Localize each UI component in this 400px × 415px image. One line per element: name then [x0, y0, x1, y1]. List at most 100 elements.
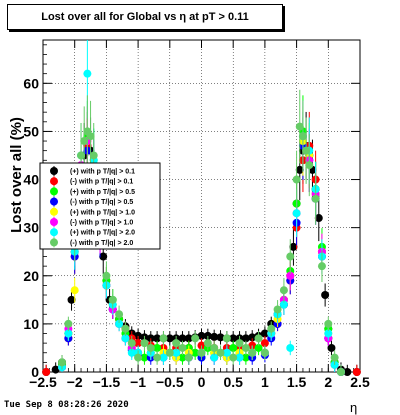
data-point	[153, 343, 162, 352]
y-tick-label: 0	[31, 364, 39, 380]
data-point	[58, 358, 67, 367]
data-point	[42, 368, 51, 376]
legend-entry: (+) with p T/|q| > 0.5	[70, 189, 135, 196]
data-point	[260, 339, 269, 348]
data-point	[121, 324, 130, 333]
data-point	[178, 343, 187, 352]
data-point	[203, 339, 212, 348]
data-point	[286, 252, 295, 261]
data-point	[327, 343, 336, 352]
data-point	[295, 165, 304, 174]
data-point	[314, 214, 323, 223]
data-point	[64, 329, 73, 338]
data-point	[254, 334, 263, 343]
y-axis-label: Lost over all (%)	[8, 117, 25, 233]
data-point	[321, 291, 330, 300]
data-point	[235, 353, 244, 362]
data-point	[248, 348, 257, 357]
data-point	[165, 348, 174, 357]
data-point	[64, 319, 73, 328]
data-point	[336, 368, 345, 376]
data-point	[267, 324, 276, 333]
data-point	[191, 334, 200, 343]
x-tick-label: 2.5	[350, 374, 370, 390]
data-point	[184, 353, 193, 362]
data-point	[134, 339, 143, 348]
x-tick-label: 0	[198, 374, 206, 390]
x-tick-label: 0.5	[223, 374, 243, 390]
data-point	[83, 69, 92, 78]
data-point	[311, 194, 320, 203]
data-point	[273, 305, 282, 314]
data-point	[86, 132, 95, 141]
data-point	[222, 334, 231, 343]
data-point	[235, 339, 244, 348]
legend-entry: (-) with p T/|q| > 2.0	[70, 240, 133, 247]
x-tick-label: −1	[130, 374, 146, 390]
data-point	[292, 209, 301, 218]
data-point	[286, 343, 295, 352]
data-point	[254, 343, 263, 352]
data-point	[153, 334, 162, 343]
y-tick-label: 20	[23, 268, 39, 284]
data-point	[229, 353, 238, 362]
data-point	[279, 286, 288, 295]
data-point	[191, 348, 200, 357]
legend: (+) with p T/|q| > 0.1 (-) with p T/|q| >…	[39, 162, 161, 250]
data-point	[222, 348, 231, 357]
data-point	[286, 271, 295, 280]
data-point	[197, 331, 206, 340]
chart-title: Lost over all for Global vs η at pT > 0.…	[41, 11, 249, 23]
data-point	[216, 348, 225, 357]
data-point	[134, 353, 143, 362]
data-point	[140, 339, 149, 348]
data-marks	[42, 40, 361, 376]
data-point	[305, 161, 314, 170]
data-point	[260, 348, 269, 357]
data-point	[279, 300, 288, 309]
x-axis-label: η	[350, 400, 358, 415]
data-point	[146, 343, 155, 352]
data-point	[210, 343, 219, 352]
legend-entry: (+) with p T/|q| > 2.0	[70, 230, 135, 237]
data-point	[153, 353, 162, 362]
x-tick-label: 1.5	[287, 374, 307, 390]
data-point	[229, 334, 238, 343]
data-point	[108, 295, 117, 304]
x-tick-label: −2.5	[29, 374, 57, 390]
x-tick-label: −1.5	[93, 374, 121, 390]
data-point	[159, 334, 168, 343]
x-tick-label: −0.5	[156, 374, 184, 390]
data-point	[324, 329, 333, 338]
data-point	[292, 175, 301, 184]
y-tick-label: 30	[23, 220, 39, 236]
x-tick-label: 1	[261, 374, 269, 390]
data-point	[229, 343, 238, 352]
data-point	[260, 329, 269, 338]
data-point	[241, 334, 250, 343]
data-point	[115, 319, 124, 328]
data-point	[210, 353, 219, 362]
data-point	[178, 353, 187, 362]
y-tick-label: 60	[23, 75, 39, 91]
data-point	[121, 334, 130, 343]
legend-box	[39, 162, 161, 250]
y-tick-label: 10	[23, 316, 39, 332]
data-point	[324, 319, 333, 328]
data-point	[248, 333, 257, 342]
data-point	[343, 368, 352, 376]
data-point	[115, 310, 124, 319]
data-point	[241, 353, 250, 362]
data-point	[67, 295, 76, 304]
data-point	[165, 334, 174, 343]
data-point	[302, 146, 311, 155]
y-tick-label: 50	[23, 123, 39, 139]
data-point	[210, 332, 219, 341]
y-tick-label: 40	[23, 172, 39, 188]
data-point	[80, 137, 89, 146]
data-point	[241, 343, 250, 352]
data-point	[127, 348, 136, 357]
legend-entry: (-) with p T/|q| > 0.1	[70, 179, 133, 186]
title-box: Lost over all for Global vs η at pT > 0.…	[7, 4, 283, 30]
